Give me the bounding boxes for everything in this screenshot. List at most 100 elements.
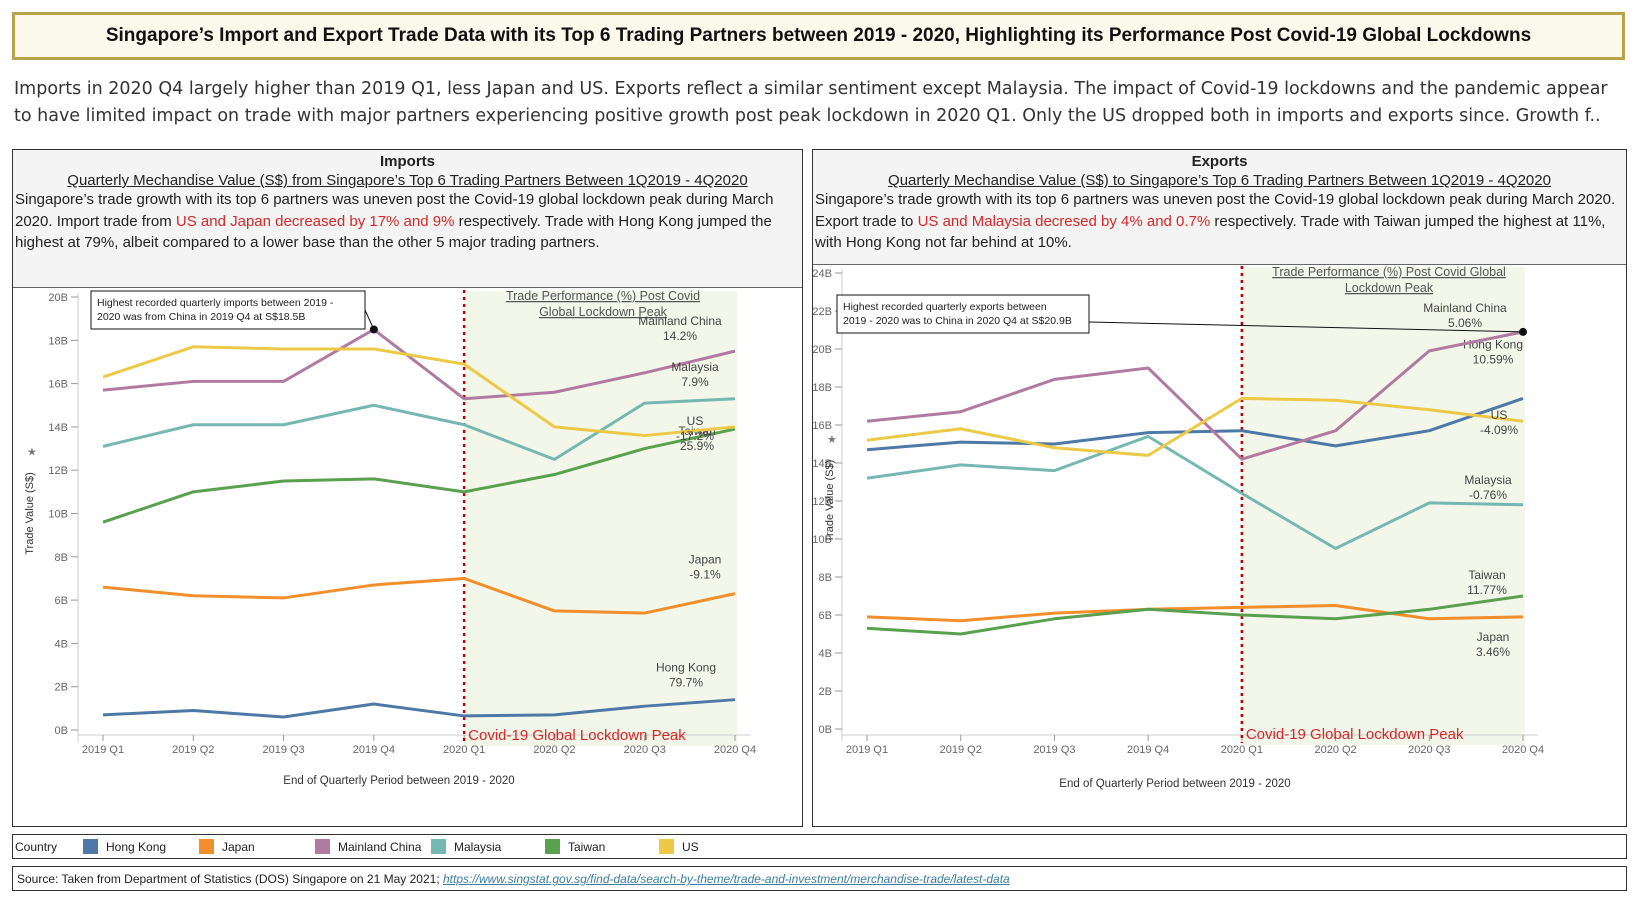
end-pct-japan: 3.46% xyxy=(1476,645,1510,659)
legend-swatch xyxy=(545,839,560,854)
exports-desc-highlight: US and Malaysia decresed by 4% and 0.7% xyxy=(917,212,1211,230)
y-tick-label: 12B xyxy=(813,496,832,508)
y-tick-label: 20B xyxy=(813,344,832,356)
x-axis-title: End of Quarterly Period between 2019 - 2… xyxy=(283,775,514,787)
summary-line-2: to have limited impact on trade with maj… xyxy=(14,106,1601,126)
imports-desc-a: Singapore’s trade growth with its top 6 … xyxy=(15,191,774,230)
legend-item-mainland-china[interactable]: Mainland China xyxy=(315,839,421,854)
callout-box xyxy=(90,290,366,330)
y-axis-title: Trade Value (S$) xyxy=(824,460,836,543)
x-tick-label: 2020 Q3 xyxy=(624,744,666,756)
post-lockdown-region xyxy=(464,291,737,746)
end-pct-malaysia: -0.76% xyxy=(1469,488,1507,502)
legend-item-label: US xyxy=(682,839,699,854)
series-line-mainland-china xyxy=(866,330,1524,461)
end-pct-taiwan: 11.77% xyxy=(1467,583,1507,597)
legend-swatch xyxy=(431,839,446,854)
legend-item-us[interactable]: US xyxy=(659,839,699,854)
y-tick-label: 12B xyxy=(48,465,68,477)
callout-text: 2020 was from China in 2019 Q4 at S$18.5… xyxy=(97,311,305,323)
series-line-us xyxy=(866,396,1524,457)
y-tick-label: 10B xyxy=(813,534,832,546)
x-tick-label: 2019 Q2 xyxy=(172,744,214,756)
exports-desc-b: respectively. Trade with Taiwan jumped t… xyxy=(815,212,1606,252)
y-tick-label: 8B xyxy=(819,572,832,584)
legend-item-label: Taiwan xyxy=(568,839,606,854)
series-line-taiwan xyxy=(866,594,1524,636)
legend-swatch xyxy=(199,839,214,854)
y-tick-label: 14B xyxy=(48,422,68,434)
end-label-japan: Japan xyxy=(1477,630,1510,644)
end-pct-hong-kong: 79.7% xyxy=(669,676,703,690)
series-line-malaysia xyxy=(102,397,736,461)
source-text: Source: Taken from Department of Statist… xyxy=(17,872,443,886)
x-tick-label: 2019 Q1 xyxy=(82,744,124,756)
legend-swatch xyxy=(659,839,674,854)
x-tick-label: 2020 Q1 xyxy=(1221,744,1263,756)
legend-item-malaysia[interactable]: Malaysia xyxy=(431,839,501,854)
legend-item-label: Japan xyxy=(222,839,255,854)
x-tick-label: 2019 Q3 xyxy=(1033,744,1075,756)
legend-swatch xyxy=(83,839,98,854)
pin-icon: ★ xyxy=(27,447,37,459)
x-tick-label: 2020 Q2 xyxy=(1314,744,1356,756)
source-link[interactable]: https://www.singstat.gov.sg/find-data/se… xyxy=(442,872,1010,886)
series-line-us xyxy=(102,345,736,438)
imports-desc-b: respectively. Trade with Hong Kong jumpe… xyxy=(15,212,772,252)
pin-icon: ★ xyxy=(827,434,837,446)
end-pct-us: -4.09% xyxy=(1480,423,1518,437)
x-axis-title: End of Quarterly Period between 2019 - 2… xyxy=(1059,778,1290,790)
x-tick-label: 2020 Q3 xyxy=(1408,744,1450,756)
callout-text: Highest recorded quarterly exports betwe… xyxy=(843,301,1047,313)
imports-heading: Imports xyxy=(379,153,435,170)
series-line-malaysia xyxy=(866,434,1524,550)
end-label-mainland-china: Mainland China xyxy=(638,314,722,328)
imports-description: Singapore’s trade growth with its top 6 … xyxy=(15,189,800,254)
end-pct-us: -17.2% xyxy=(676,429,714,443)
series-line-japan xyxy=(102,576,736,615)
series-line-hong-kong xyxy=(866,396,1524,452)
series-line-taiwan xyxy=(102,427,736,524)
end-label-taiwan: Taiwan xyxy=(1468,568,1505,582)
end-label-mainland-china: Mainland China xyxy=(1423,301,1507,315)
legend-item-label: Hong Kong xyxy=(106,839,167,854)
end-pct-hong-kong: 10.59% xyxy=(1473,352,1514,366)
end-label-us: US xyxy=(1491,408,1508,422)
callout-marker xyxy=(369,325,378,334)
y-tick-label: 20B xyxy=(48,292,68,304)
legend-item-label: Malaysia xyxy=(454,839,502,854)
legend-label: Country xyxy=(15,840,58,854)
exports-heading: Exports xyxy=(1191,153,1248,170)
y-axis: 0B 2B 4B 6B 8B 10B 12B 14B 16B 18B 20B xyxy=(48,292,79,742)
callout-box xyxy=(836,294,1090,334)
imports-header: Imports Quarterly Mechandise Value (S$) … xyxy=(13,150,802,288)
imports-chart[interactable]: 0B 2B 4B 6B 8B 10B 12B 14B 16B 18B 20B Trade Value … xyxy=(13,288,802,826)
series-line-japan xyxy=(866,604,1524,623)
source-note: Source: Taken from Department of Statist… xyxy=(12,866,1627,891)
legend-item-hong-kong[interactable]: Hong Kong xyxy=(83,839,166,854)
imports-subheading: Quarterly Mechandise Value (S$) from Sin… xyxy=(67,172,748,189)
dashboard-title: Singapore’s Import and Export Trade Data… xyxy=(12,12,1625,60)
y-tick-label: 0B xyxy=(819,724,832,736)
exports-desc-a: Singapore’s trade growth with its top 6 … xyxy=(815,191,1616,230)
end-label-malaysia: Malaysia xyxy=(671,360,719,374)
y-axis: 0B 2B 4B 6B 8B 10B 12B 14B 16B 18B 20B 22B 24B xyxy=(813,268,843,741)
exports-chart[interactable]: 0B 2B 4B 6B 8B 10B 12B 14B 16B 18B 20B 22B 24B Trade … xyxy=(813,265,1626,826)
y-tick-label: 2B xyxy=(819,686,832,698)
x-tick-label: 2020 Q4 xyxy=(714,744,756,756)
y-tick-label: 2B xyxy=(55,682,68,694)
y-tick-label: 18B xyxy=(48,335,68,347)
x-tick-label: 2020 Q2 xyxy=(533,744,575,756)
end-pct-taiwan: 25.9% xyxy=(680,439,714,453)
x-tick-label: 2020 Q4 xyxy=(1502,744,1544,756)
end-label-japan: Japan xyxy=(689,553,722,567)
y-tick-label: 24B xyxy=(813,268,832,280)
y-tick-label: 16B xyxy=(813,420,832,432)
y-tick-label: 6B xyxy=(819,610,832,622)
legend-item-taiwan[interactable]: Taiwan xyxy=(545,839,605,854)
callout-text: 2019 - 2020 was to China in 2020 Q4 at S… xyxy=(843,315,1072,327)
summary-line-1: Imports in 2020 Q4 largely higher than 2… xyxy=(14,79,1608,99)
legend-item-japan[interactable]: Japan xyxy=(199,839,255,854)
summary-text: Imports in 2020 Q4 largely higher than 2… xyxy=(14,76,1628,130)
y-tick-label: 4B xyxy=(819,648,832,660)
